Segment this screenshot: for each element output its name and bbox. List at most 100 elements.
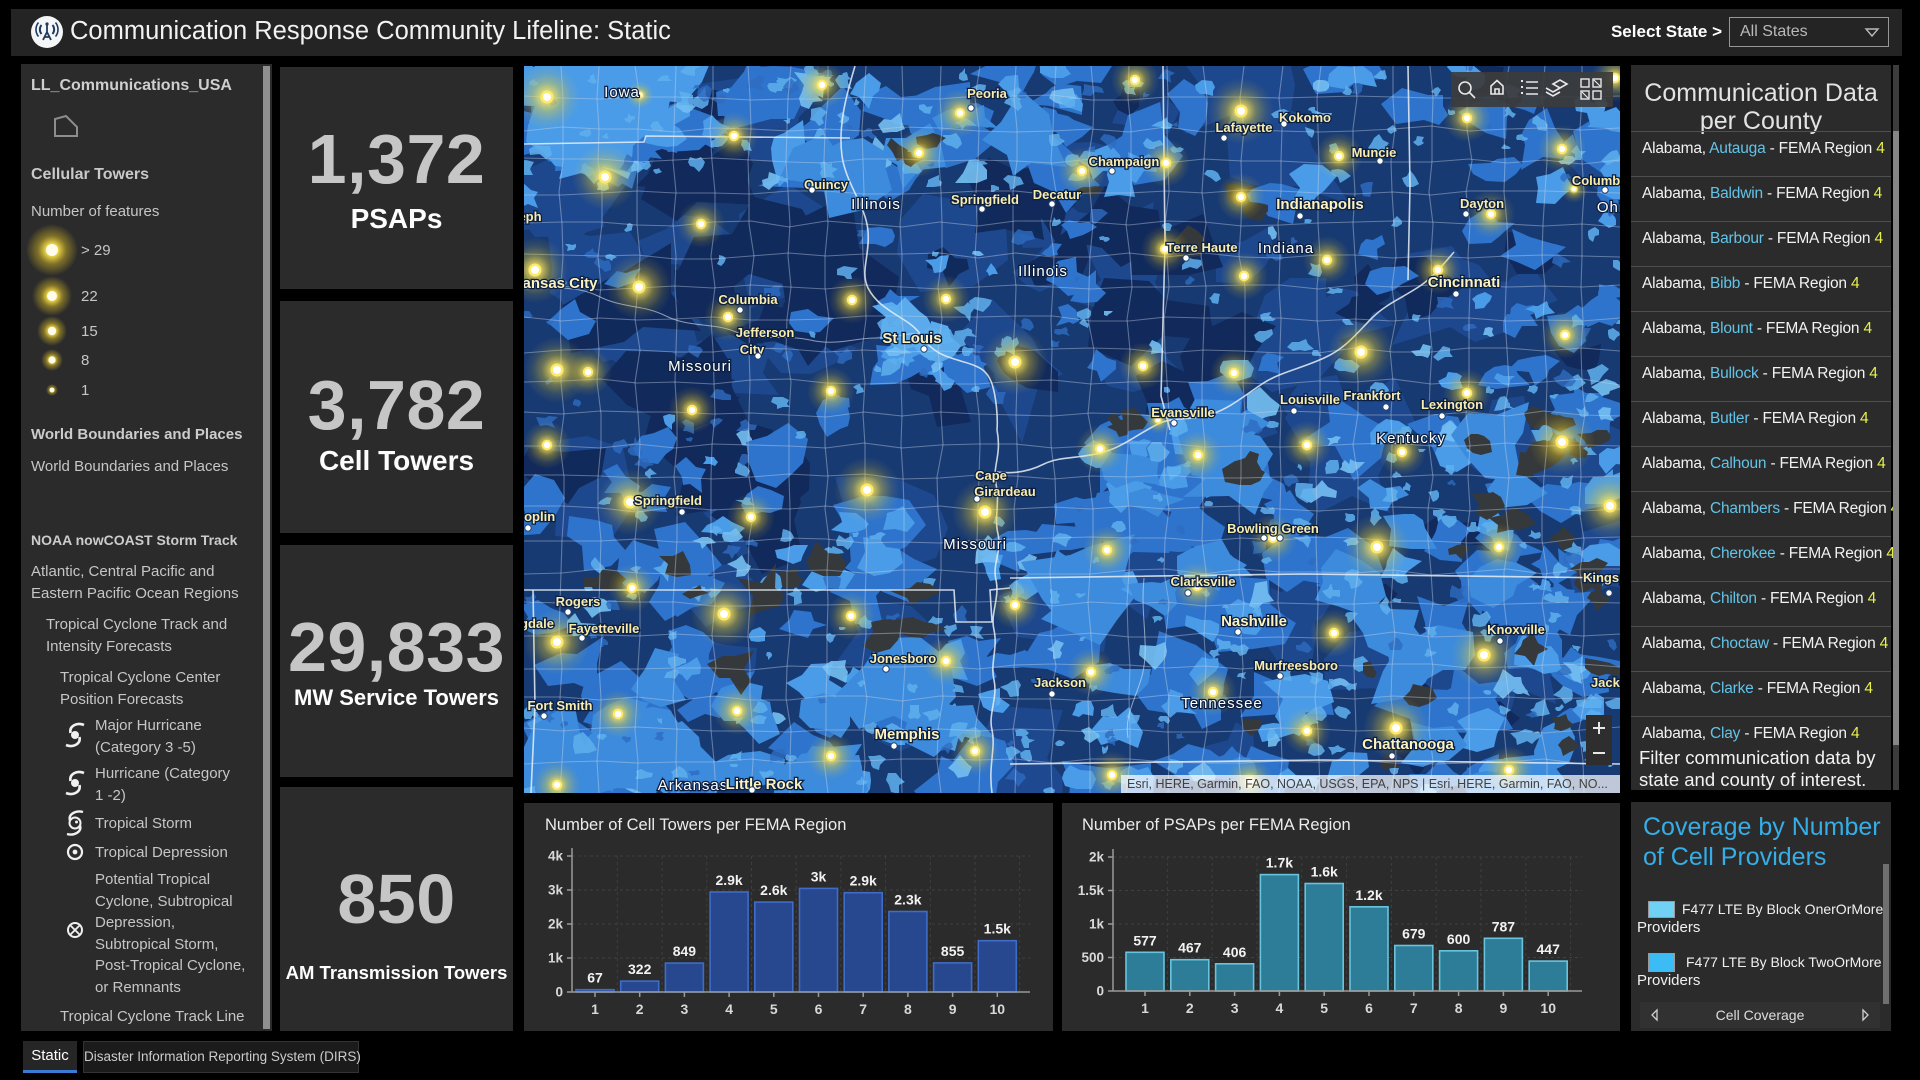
svg-text:7: 7 xyxy=(1410,1000,1418,1016)
svg-text:1k: 1k xyxy=(548,951,564,966)
svg-text:4: 4 xyxy=(1276,1000,1284,1016)
svg-text:1.5k: 1.5k xyxy=(1078,883,1105,898)
svg-text:Lexington: Lexington xyxy=(1421,397,1483,412)
svg-text:1: 1 xyxy=(1141,1000,1149,1016)
svg-text:Kokomo: Kokomo xyxy=(1279,110,1331,125)
svg-text:1.7k: 1.7k xyxy=(1266,855,1293,871)
svg-text:4k: 4k xyxy=(548,849,564,864)
svg-text:467: 467 xyxy=(1178,940,1202,956)
svg-text:Jonesboro: Jonesboro xyxy=(870,651,937,666)
svg-text:Rogers: Rogers xyxy=(556,594,601,609)
svg-text:3: 3 xyxy=(681,1001,689,1017)
svg-text:5: 5 xyxy=(1320,1000,1328,1016)
svg-text:8: 8 xyxy=(1455,1000,1463,1016)
svg-text:Illinois: Illinois xyxy=(851,196,901,213)
svg-text:5: 5 xyxy=(770,1001,778,1017)
svg-text:Kingsp: Kingsp xyxy=(1583,570,1620,585)
svg-text:3: 3 xyxy=(1231,1000,1239,1016)
svg-text:855: 855 xyxy=(941,943,965,959)
svg-text:Ohi: Ohi xyxy=(1597,199,1620,216)
svg-text:2k: 2k xyxy=(1089,850,1105,865)
svg-text:600: 600 xyxy=(1447,931,1471,947)
svg-text:ansas City: ansas City xyxy=(524,275,598,292)
svg-text:Memphis: Memphis xyxy=(874,726,939,743)
svg-text:Chattanooga: Chattanooga xyxy=(1362,736,1454,753)
svg-text:2.9k: 2.9k xyxy=(715,872,742,888)
svg-text:3k: 3k xyxy=(811,868,827,884)
svg-text:Iowa: Iowa xyxy=(604,84,640,101)
svg-text:Murfreesboro: Murfreesboro xyxy=(1254,658,1338,673)
svg-text:10: 10 xyxy=(990,1001,1006,1017)
svg-text:Springfield: Springfield xyxy=(951,192,1019,207)
svg-text:Knoxville: Knoxville xyxy=(1487,622,1545,637)
svg-text:67: 67 xyxy=(587,970,603,986)
svg-text:577: 577 xyxy=(1133,932,1157,948)
svg-text:Fort Smith: Fort Smith xyxy=(528,698,593,713)
svg-text:Springfield: Springfield xyxy=(634,493,702,508)
svg-text:0: 0 xyxy=(1096,984,1104,999)
svg-text:Tennessee: Tennessee xyxy=(1181,695,1263,712)
svg-text:Nashville: Nashville xyxy=(1221,613,1287,630)
svg-text:Illinois: Illinois xyxy=(1018,263,1068,280)
svg-text:2.9k: 2.9k xyxy=(850,873,877,889)
svg-text:4: 4 xyxy=(725,1001,733,1017)
svg-text:849: 849 xyxy=(673,943,697,959)
svg-text:6: 6 xyxy=(815,1001,823,1017)
svg-text:Joplin: Joplin xyxy=(524,509,555,524)
svg-text:gdale: gdale xyxy=(524,616,554,631)
svg-text:Fayetteville: Fayetteville xyxy=(569,621,640,636)
svg-text:Kentucky: Kentucky xyxy=(1376,430,1446,447)
svg-text:Lafayette: Lafayette xyxy=(1215,120,1272,135)
svg-text:Number of PSAPs per FEMA Regio: Number of PSAPs per FEMA Region xyxy=(1082,816,1351,834)
svg-text:Peoria: Peoria xyxy=(967,86,1008,101)
svg-text:679: 679 xyxy=(1402,926,1426,942)
svg-text:Missouri: Missouri xyxy=(943,536,1007,553)
svg-text:Jackso: Jackso xyxy=(1591,675,1620,690)
svg-text:447: 447 xyxy=(1537,941,1561,957)
svg-text:2: 2 xyxy=(1186,1000,1194,1016)
svg-text:Terre Haute: Terre Haute xyxy=(1166,240,1237,255)
svg-text:St Louis: St Louis xyxy=(882,330,941,347)
svg-text:Arkansas: Arkansas xyxy=(658,777,729,793)
svg-text:1.5k: 1.5k xyxy=(984,921,1011,937)
svg-text:8: 8 xyxy=(904,1001,912,1017)
svg-text:2: 2 xyxy=(636,1001,644,1017)
svg-text:Bowling Green: Bowling Green xyxy=(1227,521,1319,536)
svg-text:0: 0 xyxy=(555,985,563,1000)
svg-text:Evansville: Evansville xyxy=(1151,405,1215,420)
svg-text:Champaign: Champaign xyxy=(1089,154,1160,169)
svg-text:Frankfort: Frankfort xyxy=(1343,388,1401,403)
svg-text:2.6k: 2.6k xyxy=(760,882,787,898)
svg-text:1k: 1k xyxy=(1089,917,1105,932)
svg-text:Esri, HERE, Garmin, FAO, NOAA,: Esri, HERE, Garmin, FAO, NOAA, USGS, EPA… xyxy=(1127,777,1608,791)
svg-text:Girardeau: Girardeau xyxy=(974,484,1035,499)
svg-text:Louisville: Louisville xyxy=(1280,392,1340,407)
svg-text:Clarksville: Clarksville xyxy=(1170,574,1235,589)
svg-text:2.3k: 2.3k xyxy=(894,892,921,908)
svg-text:10: 10 xyxy=(1540,1000,1556,1016)
svg-text:406: 406 xyxy=(1223,944,1247,960)
svg-text:Columbu: Columbu xyxy=(1572,173,1620,188)
svg-text:Decatur: Decatur xyxy=(1033,187,1081,202)
svg-text:Jefferson: Jefferson xyxy=(736,325,795,340)
svg-text:Indiana: Indiana xyxy=(1258,240,1314,257)
svg-text:eph: eph xyxy=(524,209,542,224)
svg-text:3k: 3k xyxy=(548,883,564,898)
svg-text:Number of Cell Towers per FEMA: Number of Cell Towers per FEMA Region xyxy=(545,816,846,834)
svg-text:Little Rock: Little Rock xyxy=(726,776,803,793)
svg-text:Missouri: Missouri xyxy=(668,358,732,375)
svg-text:7: 7 xyxy=(859,1001,867,1017)
svg-text:Indianapolis: Indianapolis xyxy=(1276,196,1364,213)
svg-text:322: 322 xyxy=(628,961,652,977)
svg-text:2k: 2k xyxy=(548,917,564,932)
svg-text:9: 9 xyxy=(1500,1000,1508,1016)
svg-text:9: 9 xyxy=(949,1001,957,1017)
svg-text:Cape: Cape xyxy=(975,468,1007,483)
svg-text:Dayton: Dayton xyxy=(1460,196,1504,211)
svg-text:Cincinnati: Cincinnati xyxy=(1428,274,1501,291)
svg-text:6: 6 xyxy=(1365,1000,1373,1016)
svg-text:Muncie: Muncie xyxy=(1352,145,1397,160)
svg-text:1: 1 xyxy=(591,1001,599,1017)
svg-text:787: 787 xyxy=(1492,918,1516,934)
svg-text:Jackson: Jackson xyxy=(1034,675,1086,690)
